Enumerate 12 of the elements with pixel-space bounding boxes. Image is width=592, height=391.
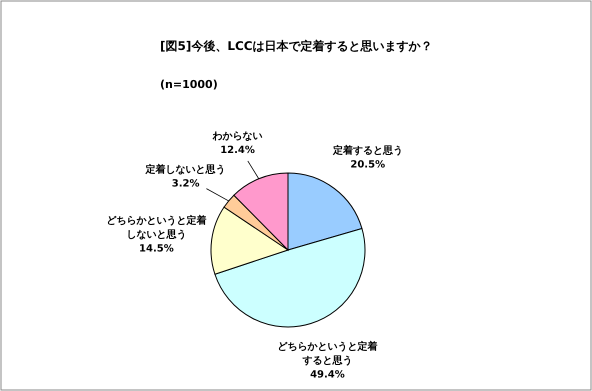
data-label: 20.5% [350, 160, 386, 171]
data-label: 49.4% [310, 369, 345, 380]
data-label: 3.2% [172, 178, 200, 190]
chart-subtitle: (n=1000) [160, 78, 218, 91]
data-label: 12.4% [220, 145, 255, 156]
chart-title: [図5]今後、LCCは日本で定着すると思いますか？ [160, 39, 433, 53]
slice-label: わからない [212, 131, 263, 142]
slice-label: 定着しないと思う [144, 163, 226, 176]
slice-label: どちらかというと定着すると思う [277, 340, 378, 366]
data-label: 14.5% [139, 243, 174, 254]
slice-label: どちらかというと定着しないと思う [106, 214, 206, 240]
slice-label: 定着すると思う [332, 144, 403, 157]
